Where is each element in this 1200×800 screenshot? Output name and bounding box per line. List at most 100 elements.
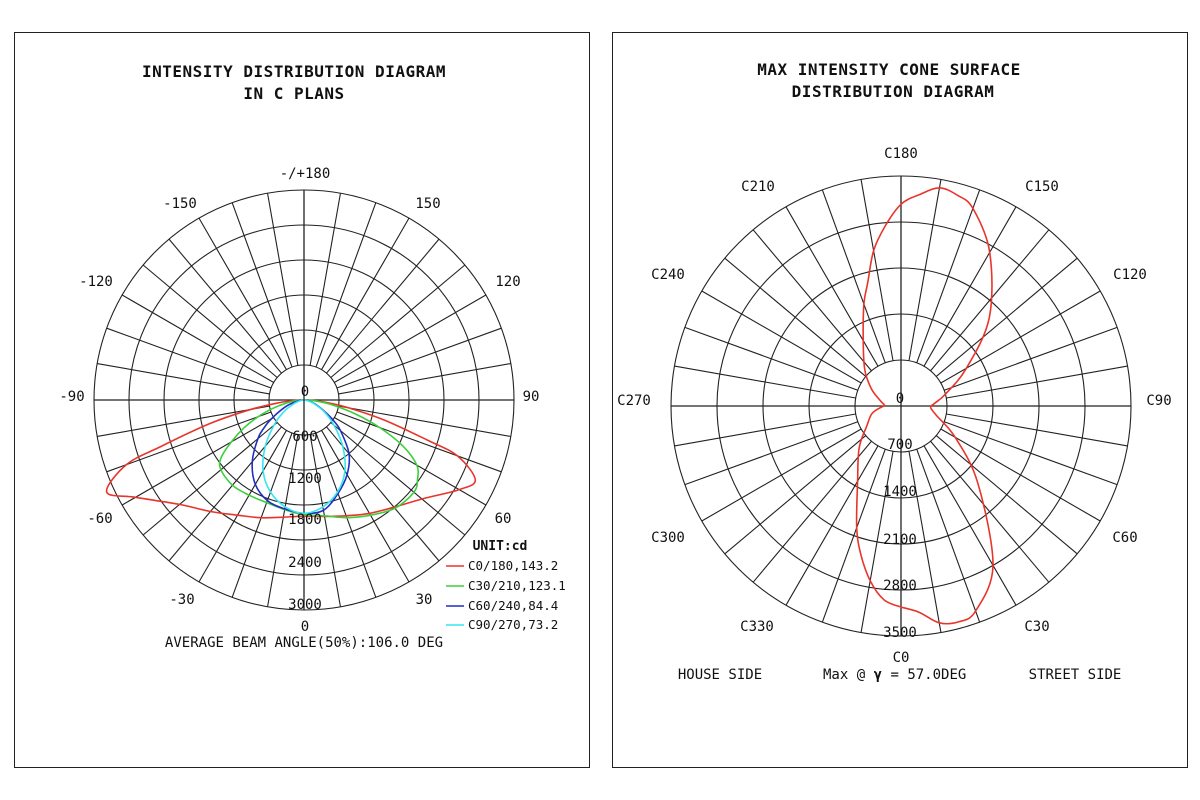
- right-spoke-160: [916, 189, 981, 363]
- right-spoke-40: [930, 440, 1050, 583]
- angle-label-60: 60: [495, 511, 512, 527]
- street-side-label: STREET SIDE: [1029, 667, 1122, 683]
- right-spoke-150: [923, 206, 1017, 367]
- left-spoke-60: [334, 417, 487, 506]
- c-label-330: C330: [740, 619, 774, 635]
- left-spoke-170: [309, 193, 342, 366]
- angle-label-0: 0: [301, 619, 309, 635]
- left-spoke-210: [198, 217, 287, 370]
- right-spoke-250: [684, 326, 858, 391]
- left-curves: [105, 399, 477, 519]
- curve-c0-180: [105, 399, 477, 519]
- cone-panel: [612, 32, 1188, 768]
- radial-tick-0: 0: [301, 384, 309, 400]
- right-spoke-70: [944, 421, 1118, 486]
- right-spoke-340: [821, 449, 886, 623]
- left-spoke-160: [315, 202, 377, 368]
- right-spoke-230: [724, 257, 867, 377]
- c-label-300: C300: [651, 530, 685, 546]
- left-spoke-130: [330, 264, 466, 378]
- cone-radial-tick-0: 0: [896, 391, 904, 407]
- curve-c90-270: [262, 399, 346, 515]
- right-spoke-190: [860, 179, 894, 361]
- right-spoke-350: [860, 451, 894, 633]
- right-spoke-60: [940, 428, 1101, 522]
- right-title-line2: DISTRIBUTION DIAGRAM: [792, 82, 995, 101]
- angle-label-m60: -60: [87, 511, 112, 527]
- legend-entry-c60: C60/240,84.4: [468, 598, 558, 613]
- angle-label-150: 150: [415, 196, 440, 212]
- right-spoke-220: [752, 229, 872, 372]
- left-spoke-70: [336, 411, 502, 473]
- right-spoke-200: [821, 189, 886, 363]
- left-spoke-150: [321, 217, 410, 370]
- right-spoke-10: [908, 451, 942, 633]
- left-spoke-10: [309, 434, 342, 607]
- right-spoke-300: [701, 428, 862, 522]
- curve-c30-210: [218, 399, 420, 519]
- left-spoke-80: [338, 405, 511, 438]
- left-polar-grid: [93, 189, 515, 611]
- angle-label-120: 120: [495, 274, 520, 290]
- angle-label-m150: -150: [163, 196, 197, 212]
- right-spoke-280: [674, 413, 856, 447]
- right-spoke-100: [946, 365, 1128, 399]
- max-gamma-label: Max @ γ = 57.0DEG: [823, 667, 966, 683]
- right-spoke-260: [674, 365, 856, 399]
- left-spoke-30: [321, 430, 410, 583]
- cone-radial-tick-2800: 2800: [883, 578, 917, 594]
- left-spoke-310: [142, 422, 278, 536]
- left-spoke-110: [336, 327, 502, 389]
- c-label-150: C150: [1025, 179, 1059, 195]
- right-spoke-50: [935, 435, 1078, 555]
- c-label-210: C210: [741, 179, 775, 195]
- right-spoke-290: [684, 421, 858, 486]
- unit-label: UNIT:cd: [473, 539, 528, 554]
- angle-label-90: 90: [523, 389, 540, 405]
- left-spoke-40: [326, 426, 440, 562]
- left-spoke-190: [266, 193, 299, 366]
- max-prefix: Max @: [823, 667, 866, 683]
- right-title-line1: MAX INTENSITY CONE SURFACE: [757, 60, 1020, 79]
- c-label-120: C120: [1113, 267, 1147, 283]
- c-label-180: C180: [884, 146, 918, 162]
- beam-angle-footer: AVERAGE BEAM ANGLE(50%):106.0 DEG: [165, 635, 443, 651]
- left-spoke-340: [231, 432, 293, 598]
- left-spoke-140: [326, 238, 440, 374]
- left-spoke-50: [330, 422, 466, 536]
- angle-label-30: 30: [416, 592, 433, 608]
- right-spoke-130: [935, 257, 1078, 377]
- right-polar-grid: [670, 175, 1132, 637]
- radial-tick-1800: 1800: [288, 512, 322, 528]
- c-label-90: C90: [1146, 393, 1171, 409]
- right-spoke-330: [785, 445, 879, 606]
- right-spoke-20: [916, 449, 981, 623]
- cone-radial-tick-700: 700: [887, 437, 912, 453]
- left-spoke-290: [106, 411, 272, 473]
- left-spoke-350: [266, 434, 299, 607]
- legend-entry-c0: C0/180,143.2: [468, 558, 558, 573]
- radial-tick-600: 600: [292, 429, 317, 445]
- right-spoke-80: [946, 413, 1128, 447]
- left-spoke-200: [231, 202, 293, 368]
- right-spoke-210: [785, 206, 879, 367]
- legend-entry-c90: C90/270,73.2: [468, 617, 558, 632]
- left-spoke-320: [168, 426, 282, 562]
- left-spoke-240: [121, 294, 274, 383]
- left-spoke-260: [97, 362, 270, 395]
- right-spoke-110: [944, 326, 1118, 391]
- right-spoke-170: [908, 179, 942, 361]
- left-spoke-220: [168, 238, 282, 374]
- c-label-60: C60: [1112, 530, 1137, 546]
- right-spoke-140: [930, 229, 1050, 372]
- angle-label-m120: -120: [79, 274, 113, 290]
- angle-label-180: -/+180: [280, 166, 331, 182]
- cone-curve: [855, 187, 994, 625]
- right-curves: [855, 187, 994, 625]
- cone-radial-tick-2100: 2100: [883, 532, 917, 548]
- left-title-line1: INTENSITY DISTRIBUTION DIAGRAM: [142, 62, 446, 81]
- legend-entry-c30: C30/210,123.1: [468, 578, 566, 593]
- left-spoke-250: [106, 327, 272, 389]
- right-spoke-240: [701, 290, 862, 384]
